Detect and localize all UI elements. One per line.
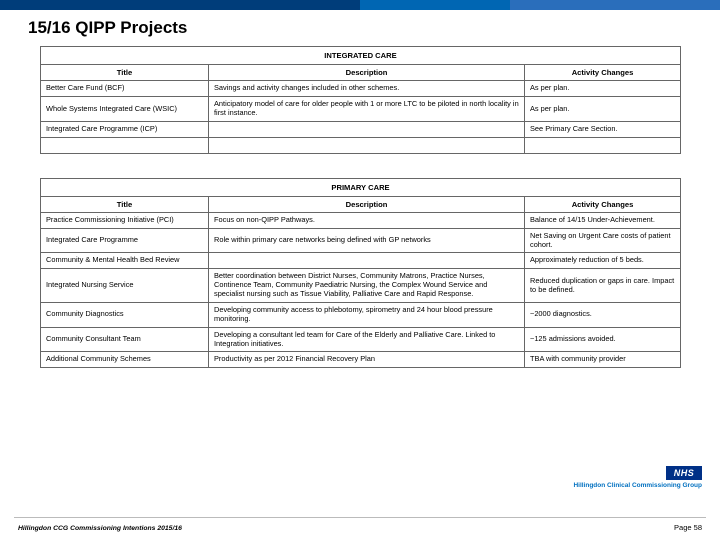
table-row	[41, 137, 681, 153]
cell-title: Community Consultant Team	[41, 327, 209, 352]
table-row: Integrated Care Programme Role within pr…	[41, 228, 681, 253]
col-header: Description	[209, 196, 525, 212]
cell-title: Practice Commissioning Initiative (PCI)	[41, 212, 209, 228]
table-row: Whole Systems Integrated Care (WSIC) Ant…	[41, 97, 681, 122]
cell-changes: TBA with community provider	[525, 352, 681, 368]
header-band	[0, 0, 720, 10]
cell-changes: ~125 admissions avoided.	[525, 327, 681, 352]
table-row: Better Care Fund (BCF) Savings and activ…	[41, 81, 681, 97]
cell-desc: Role within primary care networks being …	[209, 228, 525, 253]
cell-changes: ~2000 diagnostics.	[525, 302, 681, 327]
col-header: Description	[209, 65, 525, 81]
cell-title: Community Diagnostics	[41, 302, 209, 327]
cell-title: Better Care Fund (BCF)	[41, 81, 209, 97]
table-primary-care: PRIMARY CARE Title Description Activity …	[40, 178, 681, 369]
table-integrated-care: INTEGRATED CARE Title Description Activi…	[40, 46, 681, 154]
cell-changes: See Primary Care Section.	[525, 121, 681, 137]
footer: NHS Hillingdon Clinical Commissioning Gr…	[0, 496, 720, 540]
cell-title: Integrated Care Programme	[41, 228, 209, 253]
col-header: Title	[41, 196, 209, 212]
footer-left: Hillingdon CCG Commissioning Intentions …	[18, 525, 182, 532]
nhs-logo-icon: NHS	[666, 466, 702, 480]
table-row: Integrated Care Programme (ICP) See Prim…	[41, 121, 681, 137]
cell-title: Community & Mental Health Bed Review	[41, 253, 209, 269]
section-header: INTEGRATED CARE	[41, 47, 681, 65]
section-header: PRIMARY CARE	[41, 178, 681, 196]
content: INTEGRATED CARE Title Description Activi…	[40, 46, 680, 368]
cell-changes: Reduced duplication or gaps in care. Imp…	[525, 269, 681, 303]
cell-desc: Better coordination between District Nur…	[209, 269, 525, 303]
cell-changes	[525, 137, 681, 153]
cell-desc	[209, 121, 525, 137]
page: 15/16 QIPP Projects INTEGRATED CARE Titl…	[0, 0, 720, 540]
cell-changes: Balance of 14/15 Under-Achievement.	[525, 212, 681, 228]
footer-right: Page 58	[674, 523, 702, 532]
cell-title: Additional Community Schemes	[41, 352, 209, 368]
cell-desc: Focus on non-QIPP Pathways.	[209, 212, 525, 228]
cell-changes: Net Saving on Urgent Care costs of patie…	[525, 228, 681, 253]
table-row: Community & Mental Health Bed Review App…	[41, 253, 681, 269]
nhs-subtitle: Hillingdon Clinical Commissioning Group	[573, 482, 702, 489]
col-header: Activity Changes	[525, 196, 681, 212]
cell-title	[41, 137, 209, 153]
cell-desc: Productivity as per 2012 Financial Recov…	[209, 352, 525, 368]
table-row: Additional Community Schemes Productivit…	[41, 352, 681, 368]
cell-title: Whole Systems Integrated Care (WSIC)	[41, 97, 209, 122]
col-header: Title	[41, 65, 209, 81]
page-title: 15/16 QIPP Projects	[28, 18, 187, 38]
cell-desc: Anticipatory model of care for older peo…	[209, 97, 525, 122]
table-row: Community Consultant Team Developing a c…	[41, 327, 681, 352]
cell-title: Integrated Care Programme (ICP)	[41, 121, 209, 137]
cell-desc: Savings and activity changes included in…	[209, 81, 525, 97]
cell-title: Integrated Nursing Service	[41, 269, 209, 303]
table-row: Integrated Nursing Service Better coordi…	[41, 269, 681, 303]
cell-changes: Approximately reduction of 5 beds.	[525, 253, 681, 269]
cell-desc	[209, 137, 525, 153]
table-row: Community Diagnostics Developing communi…	[41, 302, 681, 327]
cell-changes: As per plan.	[525, 97, 681, 122]
cell-desc	[209, 253, 525, 269]
footer-rule	[14, 517, 706, 518]
cell-desc: Developing community access to phlebotom…	[209, 302, 525, 327]
cell-desc: Developing a consultant led team for Car…	[209, 327, 525, 352]
col-header: Activity Changes	[525, 65, 681, 81]
table-row: Practice Commissioning Initiative (PCI) …	[41, 212, 681, 228]
cell-changes: As per plan.	[525, 81, 681, 97]
